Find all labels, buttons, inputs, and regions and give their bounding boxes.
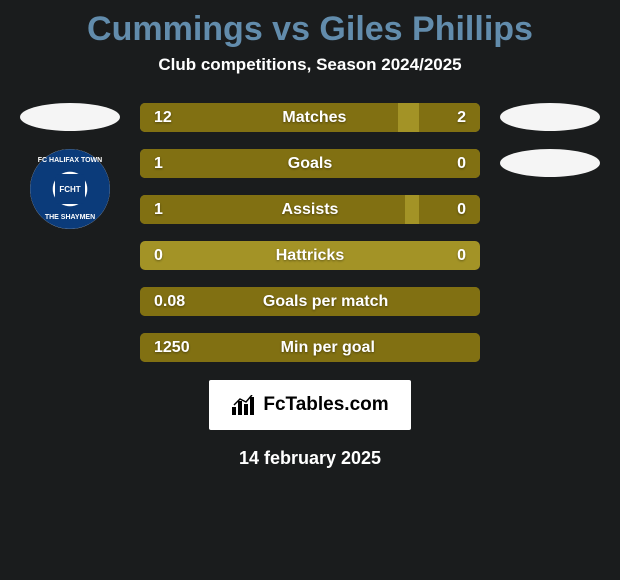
stat-value-left: 12 <box>140 109 172 127</box>
right-club-placeholder <box>500 149 600 177</box>
stat-value-left: 1250 <box>140 339 190 357</box>
stat-row: 1Goals0 <box>140 149 480 178</box>
stat-value-right: 0 <box>457 247 480 265</box>
stat-label: Assists <box>163 201 457 219</box>
page-title: Cummings vs Giles Phillips <box>0 0 620 55</box>
stat-row: 1250Min per goal <box>140 333 480 362</box>
left-side: FC HALIFAX TOWN FCHT THE SHAYMEN <box>10 103 130 362</box>
bars-container: 12Matches21Goals01Assists00Hattricks00.0… <box>130 103 490 362</box>
stat-value-right: 0 <box>457 201 480 219</box>
brand-text: FcTables.com <box>263 394 388 416</box>
stat-label: Goals per match <box>185 293 466 311</box>
left-player-placeholder <box>20 103 120 131</box>
club-bottom-text: THE SHAYMEN <box>45 214 95 221</box>
stat-row: 1Assists0 <box>140 195 480 224</box>
stat-row: 0Hattricks0 <box>140 241 480 270</box>
right-player-placeholder <box>500 103 600 131</box>
footer-date: 14 february 2025 <box>239 448 381 469</box>
stat-label: Hattricks <box>163 247 457 265</box>
left-club-logo: FC HALIFAX TOWN FCHT THE SHAYMEN <box>30 149 110 229</box>
stat-row: 12Matches2 <box>140 103 480 132</box>
page-subtitle: Club competitions, Season 2024/2025 <box>0 55 620 75</box>
stat-label: Goals <box>163 155 457 173</box>
club-badge-text: FCHT <box>55 174 85 204</box>
stat-value-right: 0 <box>457 155 480 173</box>
stat-value-left: 0.08 <box>140 293 185 311</box>
content-area: FC HALIFAX TOWN FCHT THE SHAYMEN 12Match… <box>0 103 620 362</box>
footer: FcTables.com 14 february 2025 <box>0 380 620 469</box>
stat-value-left: 1 <box>140 155 163 173</box>
stat-value-left: 1 <box>140 201 163 219</box>
stat-value-right: 2 <box>457 109 480 127</box>
stat-label: Matches <box>172 109 457 127</box>
brand-badge: FcTables.com <box>209 380 410 430</box>
stat-value-left: 0 <box>140 247 163 265</box>
club-top-text: FC HALIFAX TOWN <box>38 157 102 164</box>
chart-icon <box>231 395 255 415</box>
stat-row: 0.08Goals per match <box>140 287 480 316</box>
stat-label: Min per goal <box>190 339 466 357</box>
right-side <box>490 103 610 362</box>
